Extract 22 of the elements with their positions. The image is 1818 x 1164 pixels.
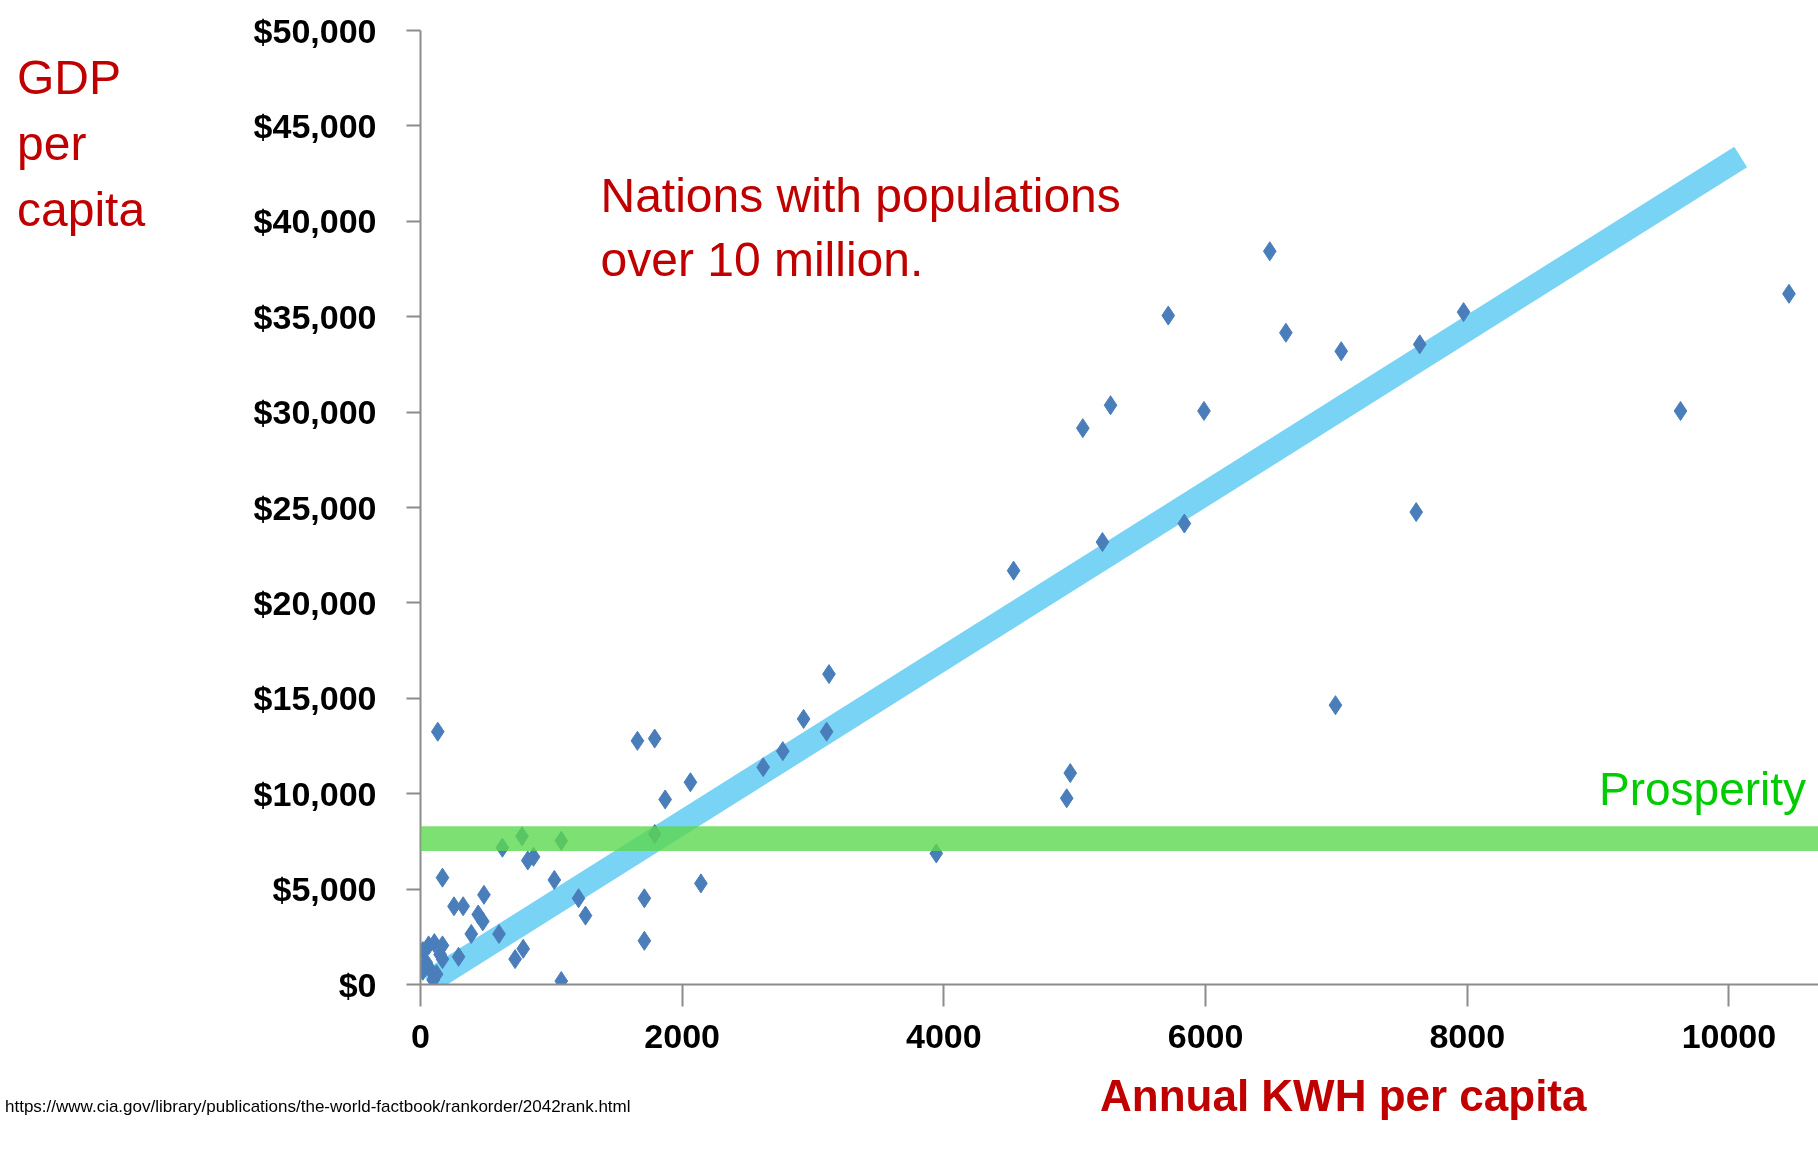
y-tick-label: $25,000 <box>253 488 377 527</box>
y-axis-title: GDP per capita <box>17 50 146 238</box>
y-tick-label: $35,000 <box>253 297 377 336</box>
y-tick-label: $5,000 <box>272 870 377 909</box>
x-tick-label: 8000 <box>1429 1016 1506 1055</box>
y-tick-label: $30,000 <box>253 393 377 432</box>
x-tick-label: 0 <box>411 1016 430 1055</box>
x-axis-title: Annual KWH per capita <box>1100 1070 1587 1122</box>
y-tick-label: $20,000 <box>253 583 377 622</box>
y-tick-label: $45,000 <box>253 106 377 145</box>
y-tick-label: $15,000 <box>253 679 377 718</box>
y-tick-label: $40,000 <box>253 202 377 241</box>
annotation: Nations with populations over 10 million. <box>600 168 1121 286</box>
y-tick-label: $0 <box>338 965 377 1004</box>
x-tick-label: 2000 <box>644 1016 720 1055</box>
text: https://www.cia.gov/library/publications/the-world-factbook/rankorder/2042rank.html <box>5 1096 631 1118</box>
x-tick-label: 10000 <box>1681 1016 1777 1055</box>
y-tick-label: $50,000 <box>253 11 377 50</box>
x-tick-label: 6000 <box>1167 1016 1244 1055</box>
band-label: Prosperity <box>1599 762 1807 815</box>
x-tick-label: 4000 <box>906 1016 982 1055</box>
y-tick-label: $10,000 <box>253 774 377 813</box>
